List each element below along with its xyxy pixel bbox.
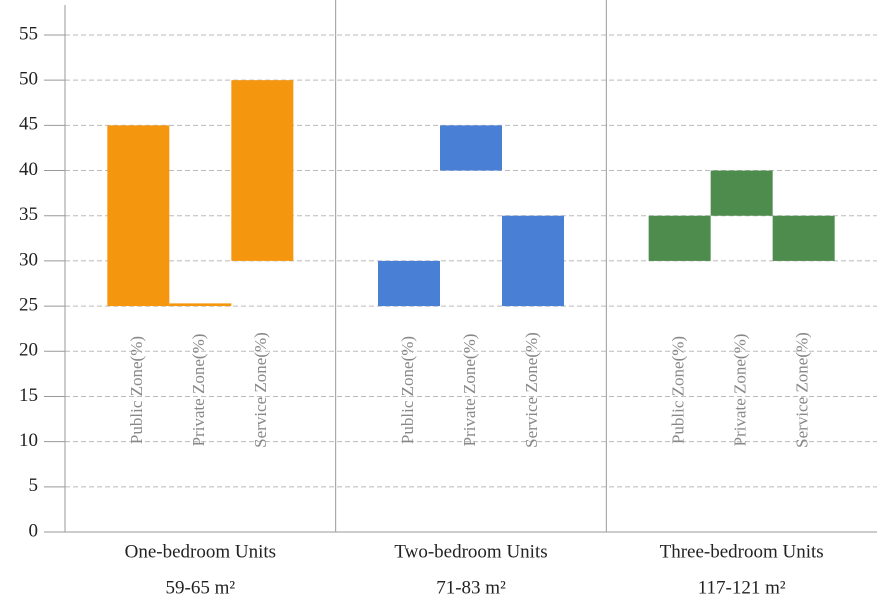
y-tick-label: 55 bbox=[19, 23, 38, 44]
bar bbox=[440, 125, 502, 171]
bar-label: Private Zone(%) bbox=[189, 334, 208, 447]
group-label: One-bedroom Units bbox=[125, 541, 276, 562]
bar bbox=[710, 170, 773, 216]
bar-label: Public Zone(%) bbox=[669, 336, 688, 444]
y-tick-label: 35 bbox=[19, 204, 38, 225]
bar-label: Service Zone(%) bbox=[522, 332, 541, 448]
group-sublabel: 71-83 m² bbox=[436, 577, 506, 598]
bar bbox=[169, 303, 232, 307]
y-tick-label: 10 bbox=[19, 430, 38, 451]
group-label: Two-bedroom Units bbox=[394, 541, 547, 562]
bar bbox=[772, 215, 835, 261]
y-tick-label: 0 bbox=[29, 520, 39, 541]
y-tick-label: 40 bbox=[19, 159, 38, 180]
bar-label: Service Zone(%) bbox=[251, 332, 270, 448]
group-sublabel: 117-121 m² bbox=[698, 577, 786, 598]
y-tick-label: 45 bbox=[19, 114, 38, 135]
y-tick-label: 20 bbox=[19, 340, 38, 361]
y-tick-label: 25 bbox=[19, 294, 38, 315]
bar-label: Public Zone(%) bbox=[127, 336, 146, 444]
y-tick-label: 30 bbox=[19, 249, 38, 270]
bar bbox=[378, 260, 440, 307]
bar bbox=[107, 125, 170, 307]
bar bbox=[231, 80, 294, 261]
bar bbox=[648, 215, 711, 261]
y-tick-label: 5 bbox=[29, 475, 39, 496]
group-sublabel: 59-65 m² bbox=[166, 577, 236, 598]
y-tick-label: 15 bbox=[19, 385, 38, 406]
bar bbox=[502, 215, 564, 307]
y-tick-label: 50 bbox=[19, 69, 38, 90]
bar-label: Private Zone(%) bbox=[460, 334, 479, 447]
bar-label: Private Zone(%) bbox=[731, 334, 750, 447]
group-label: Three-bedroom Units bbox=[660, 541, 824, 562]
bar-label: Service Zone(%) bbox=[793, 332, 812, 448]
bar-label: Public Zone(%) bbox=[398, 336, 417, 444]
